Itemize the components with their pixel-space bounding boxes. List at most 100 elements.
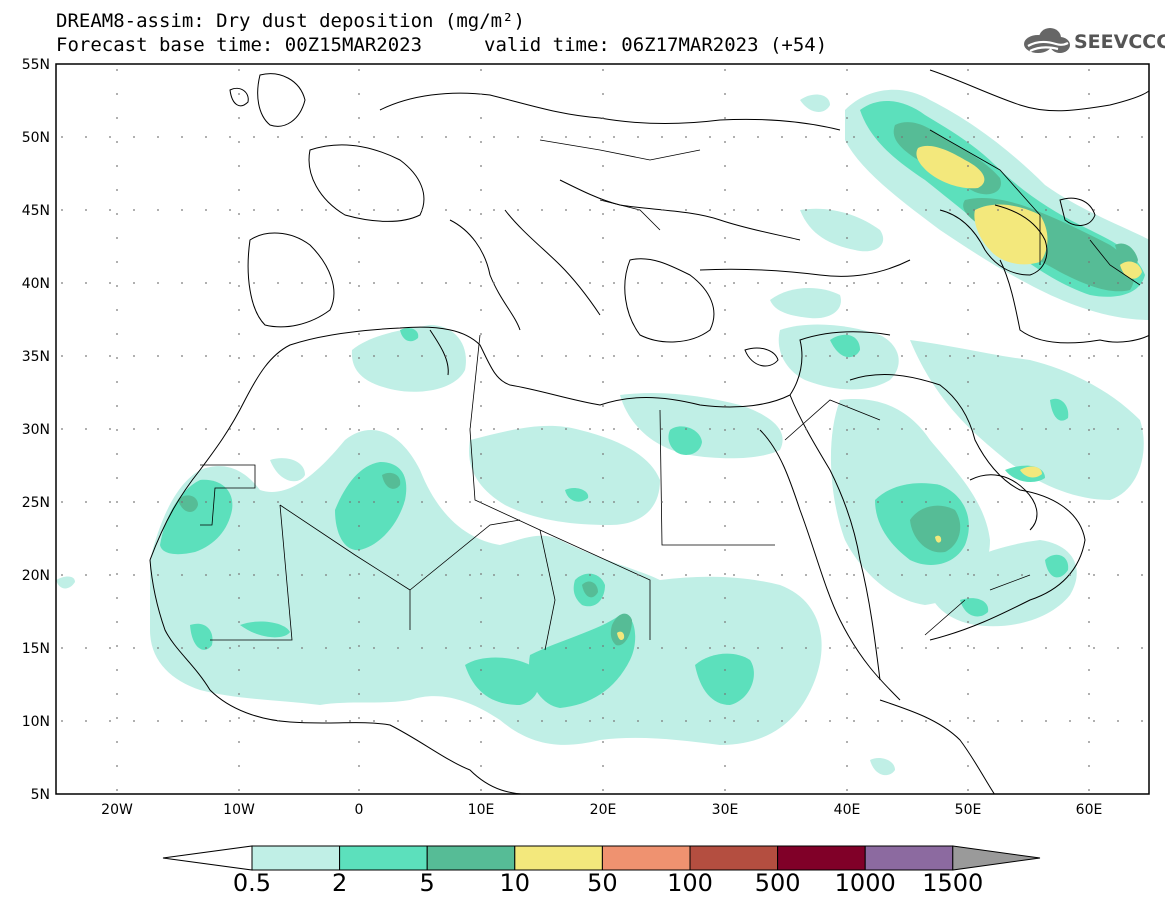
grid-dot	[277, 209, 279, 211]
grid-dot	[373, 355, 375, 357]
grid-dot	[181, 720, 183, 722]
grid-dot	[846, 789, 848, 791]
grid-dot	[1141, 428, 1143, 430]
grid-dot	[493, 355, 495, 357]
grid-dot	[1088, 789, 1090, 791]
grid-dot	[709, 574, 711, 576]
grid-dot	[238, 261, 240, 263]
lon-label: 10E	[468, 802, 495, 818]
grid-dot	[877, 355, 879, 357]
grid-dot	[301, 209, 303, 211]
contour-level-10	[617, 145, 1142, 641]
grid-dot	[602, 453, 604, 455]
grid-dot	[829, 136, 831, 138]
grid-dot	[1117, 720, 1119, 722]
grid-dot	[253, 209, 255, 211]
colorbar-label: 100	[667, 869, 713, 897]
grid-dot	[480, 429, 482, 431]
grid-dot	[1021, 574, 1023, 576]
grid-dot	[349, 428, 351, 430]
grid-dot	[480, 333, 482, 335]
grid-dot	[637, 501, 639, 503]
grid-dot	[846, 117, 848, 119]
grid-dot	[846, 285, 848, 287]
grid-dot	[1045, 647, 1047, 649]
grid-dot	[116, 93, 118, 95]
grid-dot	[967, 645, 969, 647]
grid-dot	[358, 645, 360, 647]
grid-dot	[238, 621, 240, 623]
grid-dot	[116, 189, 118, 191]
grid-dot	[805, 720, 807, 722]
grid-dot	[116, 381, 118, 383]
colorbar-segment	[251, 845, 341, 871]
grid-dot	[373, 136, 375, 138]
lat-label: 50N	[22, 130, 50, 146]
grid-dot	[61, 428, 63, 430]
grid-dot	[565, 209, 567, 211]
grid-dot	[480, 309, 482, 311]
grid-dot	[967, 141, 969, 143]
grid-dot	[1045, 136, 1047, 138]
grid-dot	[724, 309, 726, 311]
grid-dot	[480, 357, 482, 359]
colorbar-label: 50	[587, 869, 618, 897]
grid-dot	[1021, 428, 1023, 430]
grid-dot	[480, 645, 482, 647]
grid-dot	[205, 501, 207, 503]
grid-dot	[589, 647, 591, 649]
grid-dot	[733, 501, 735, 503]
grid-dot	[565, 355, 567, 357]
grid-dot	[846, 213, 848, 215]
grid-dot	[846, 189, 848, 191]
grid-dot	[602, 573, 604, 575]
grid-dot	[116, 261, 118, 263]
grid-dot	[973, 574, 975, 576]
grid-dot	[973, 720, 975, 722]
grid-dot	[1093, 647, 1095, 649]
grid-dot	[116, 645, 118, 647]
grid-dot	[517, 574, 519, 576]
grid-dot	[1088, 765, 1090, 767]
grid-dot	[480, 669, 482, 671]
grid-dot	[358, 141, 360, 143]
grid-dot	[85, 355, 87, 357]
grid-dot	[229, 720, 231, 722]
grid-dot	[781, 428, 783, 430]
grid-dot	[637, 282, 639, 284]
grid-dot	[349, 136, 351, 138]
grid-dot	[967, 93, 969, 95]
grid-dot	[421, 282, 423, 284]
grid-dot	[1088, 117, 1090, 119]
grid-dot	[829, 574, 831, 576]
forecast-base-time: Forecast base time: 00Z15MAR2023	[56, 34, 423, 56]
grid-dot	[829, 282, 831, 284]
grid-dot	[1088, 669, 1090, 671]
grid-dot	[85, 428, 87, 430]
grid-dot	[349, 574, 351, 576]
grid-dot	[358, 693, 360, 695]
grid-dot	[661, 209, 663, 211]
grid-dot	[358, 93, 360, 95]
grid-dot	[301, 282, 303, 284]
grid-dot	[602, 597, 604, 599]
grid-dot	[1088, 309, 1090, 311]
grid-dot	[685, 501, 687, 503]
grid-dot	[358, 261, 360, 263]
grid-dot	[967, 477, 969, 479]
grid-dot	[613, 501, 615, 503]
grid-dot	[973, 136, 975, 138]
lon-label: 0	[355, 802, 364, 818]
grid-dot	[238, 669, 240, 671]
grid-dot	[724, 717, 726, 719]
grid-dot	[133, 136, 135, 138]
grid-dot	[602, 645, 604, 647]
grid-dot	[85, 501, 87, 503]
grid-dot	[602, 333, 604, 335]
grid-dot	[116, 669, 118, 671]
grid-dot	[877, 136, 879, 138]
grid-dot	[613, 574, 615, 576]
grid-dot	[238, 693, 240, 695]
grid-dot	[1093, 501, 1095, 503]
grid-dot	[1093, 574, 1095, 576]
